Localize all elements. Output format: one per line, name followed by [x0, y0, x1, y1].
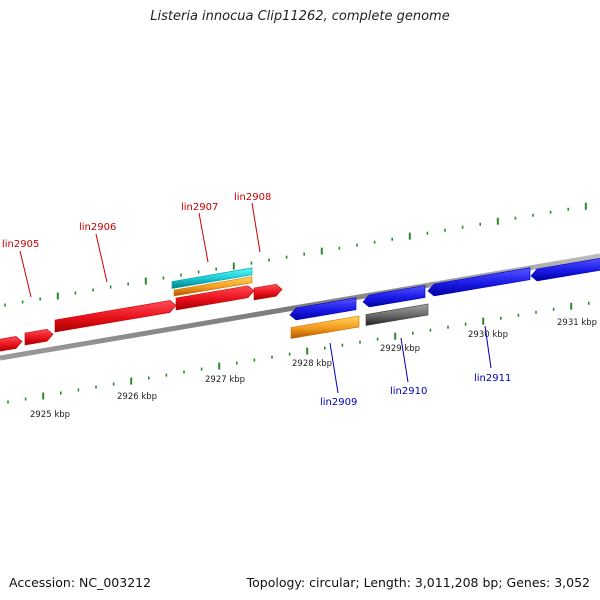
- lower-tick-row: [7, 301, 590, 404]
- gene-arrow-reverse-lin2910[interactable]: [362, 285, 426, 308]
- gene-arrow-forward-1[interactable]: [0, 336, 23, 352]
- feature-orange-upper[interactable]: [173, 276, 253, 297]
- upper-tick-row: [4, 202, 587, 307]
- gene-label-lin2911[interactable]: lin2911: [474, 373, 511, 384]
- gene-arrow-reverse-lin2911[interactable]: [427, 267, 531, 297]
- leader-lin2908: [251, 202, 261, 253]
- leader-lin2905: [19, 250, 32, 298]
- gene-label-lin2905[interactable]: lin2905: [2, 239, 39, 250]
- gene-label-lin2910[interactable]: lin2910: [390, 386, 427, 397]
- label-leaders: [19, 202, 492, 394]
- leader-lin2911: [484, 325, 492, 369]
- scale-label-2928: 2928 kbp: [292, 359, 332, 369]
- gene-arrow-reverse-lin2909[interactable]: [289, 297, 357, 321]
- feature-cyan[interactable]: [171, 267, 253, 289]
- scale-label-2930: 2930 kbp: [468, 330, 508, 340]
- scale-label-2929: 2929 kbp: [380, 344, 420, 354]
- gene-label-lin2909[interactable]: lin2909: [320, 397, 357, 408]
- gene-label-lin2906[interactable]: lin2906: [79, 222, 116, 233]
- gene-label-lin2907[interactable]: lin2907: [181, 202, 218, 213]
- leader-lin2909: [329, 342, 339, 394]
- gene-features: [0, 257, 600, 352]
- gene-arrow-forward-lin2908[interactable]: [253, 283, 283, 301]
- gene-arrow-forward-2[interactable]: [24, 328, 54, 346]
- gene-arrow-forward-lin2907[interactable]: [175, 285, 255, 311]
- map-title: Listeria innocua Clip11262, complete gen…: [150, 9, 450, 24]
- feature-orange-lower[interactable]: [290, 315, 360, 339]
- scale-label-2926: 2926 kbp: [117, 392, 157, 402]
- genome-stats-text: Topology: circular; Length: 3,011,208 bp…: [246, 575, 590, 590]
- feature-gray[interactable]: [365, 303, 429, 326]
- leader-lin2907: [198, 212, 209, 263]
- scale-label-2925: 2925 kbp: [30, 410, 70, 420]
- gene-arrow-forward-lin2906[interactable]: [54, 300, 177, 333]
- leader-lin2910: [400, 337, 409, 383]
- scale-label-2927: 2927 kbp: [205, 375, 245, 385]
- gene-arrow-reverse-4[interactable]: [530, 257, 600, 282]
- gene-label-lin2908[interactable]: lin2908: [234, 192, 271, 203]
- scale-label-2931: 2931 kbp: [557, 318, 597, 328]
- accession-text: Accession: NC_003212: [9, 575, 152, 590]
- leader-lin2906: [95, 233, 108, 283]
